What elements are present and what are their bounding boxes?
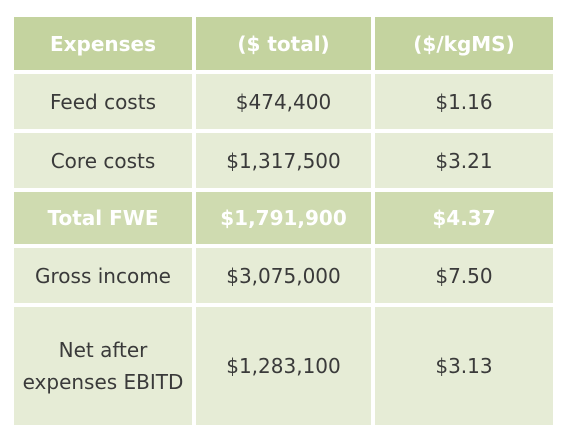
row-label: Net after expenses EBITD <box>14 307 192 425</box>
header-total: ($ total) <box>196 17 371 70</box>
table-row: Gross income $3,075,000 $7.50 <box>14 248 553 303</box>
row-label: Feed costs <box>14 74 192 129</box>
header-per-kgms: ($/kgMS) <box>375 17 553 70</box>
table-row: Net after expenses EBITD $1,283,100 $3.1… <box>14 307 553 425</box>
row-label: Gross income <box>14 248 192 303</box>
row-per-kgms: $3.13 <box>375 307 553 425</box>
expenses-table: Expenses ($ total) ($/kgMS) Feed costs $… <box>10 13 557 429</box>
row-label: Core costs <box>14 133 192 188</box>
row-per-kgms: $7.50 <box>375 248 553 303</box>
expenses-table-container: Expenses ($ total) ($/kgMS) Feed costs $… <box>10 13 556 429</box>
table-row: Core costs $1,317,500 $3.21 <box>14 133 553 188</box>
row-per-kgms: $4.37 <box>375 192 553 244</box>
table-row: Feed costs $474,400 $1.16 <box>14 74 553 129</box>
row-total: $474,400 <box>196 74 371 129</box>
row-per-kgms: $1.16 <box>375 74 553 129</box>
row-per-kgms: $3.21 <box>375 133 553 188</box>
header-expenses: Expenses <box>14 17 192 70</box>
row-label: Total FWE <box>14 192 192 244</box>
row-total: $1,791,900 <box>196 192 371 244</box>
row-total: $1,283,100 <box>196 307 371 425</box>
row-total: $3,075,000 <box>196 248 371 303</box>
row-total: $1,317,500 <box>196 133 371 188</box>
table-header-row: Expenses ($ total) ($/kgMS) <box>14 17 553 70</box>
table-row-total: Total FWE $1,791,900 $4.37 <box>14 192 553 244</box>
